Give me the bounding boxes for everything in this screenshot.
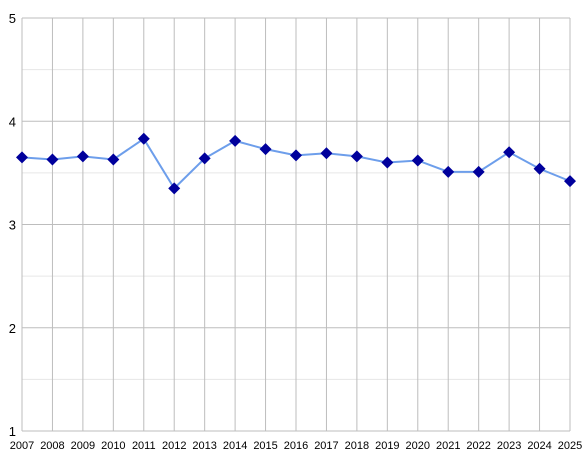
marker [259, 143, 272, 156]
marker [137, 132, 150, 145]
x-tick-label: 2008 [40, 440, 64, 452]
x-tick-label: 2020 [406, 440, 430, 452]
marker [320, 147, 333, 160]
x-tick-label: 2025 [558, 440, 582, 452]
x-tick-label: 2023 [497, 440, 521, 452]
x-tick-label: 2016 [284, 440, 308, 452]
x-tick-label: 2021 [436, 440, 460, 452]
x-tick-label: 2014 [223, 440, 247, 452]
y-tick-label: 2 [9, 321, 16, 336]
y-tick-label: 4 [9, 114, 16, 129]
x-tick-label: 2012 [162, 440, 186, 452]
marker [168, 182, 181, 195]
x-tick-label: 2009 [71, 440, 95, 452]
x-tick-label: 2007 [10, 440, 34, 452]
marker [472, 165, 485, 178]
x-tick-label: 2018 [345, 440, 369, 452]
marker [76, 150, 89, 163]
marker [533, 162, 546, 175]
marker [198, 152, 211, 165]
marker [442, 165, 455, 178]
marker [107, 153, 120, 166]
x-tick-label: 2010 [101, 440, 125, 452]
y-tick-label: 1 [9, 424, 16, 439]
marker [46, 153, 59, 166]
x-tick-label: 2022 [466, 440, 490, 452]
x-tick-label: 2011 [132, 440, 156, 452]
x-tick-label: 2024 [527, 440, 551, 452]
x-tick-label: 2017 [314, 440, 338, 452]
marker [229, 134, 242, 147]
y-tick-label: 3 [9, 218, 16, 233]
y-tick-label: 5 [9, 11, 16, 26]
marker [564, 175, 576, 188]
marker [411, 154, 424, 167]
marker [350, 150, 363, 163]
x-tick-label: 2015 [253, 440, 277, 452]
x-tick-label: 2019 [375, 440, 399, 452]
marker [381, 156, 394, 169]
marker [503, 146, 516, 159]
x-tick-label: 2013 [192, 440, 216, 452]
marker [16, 151, 28, 164]
marker [290, 149, 302, 162]
